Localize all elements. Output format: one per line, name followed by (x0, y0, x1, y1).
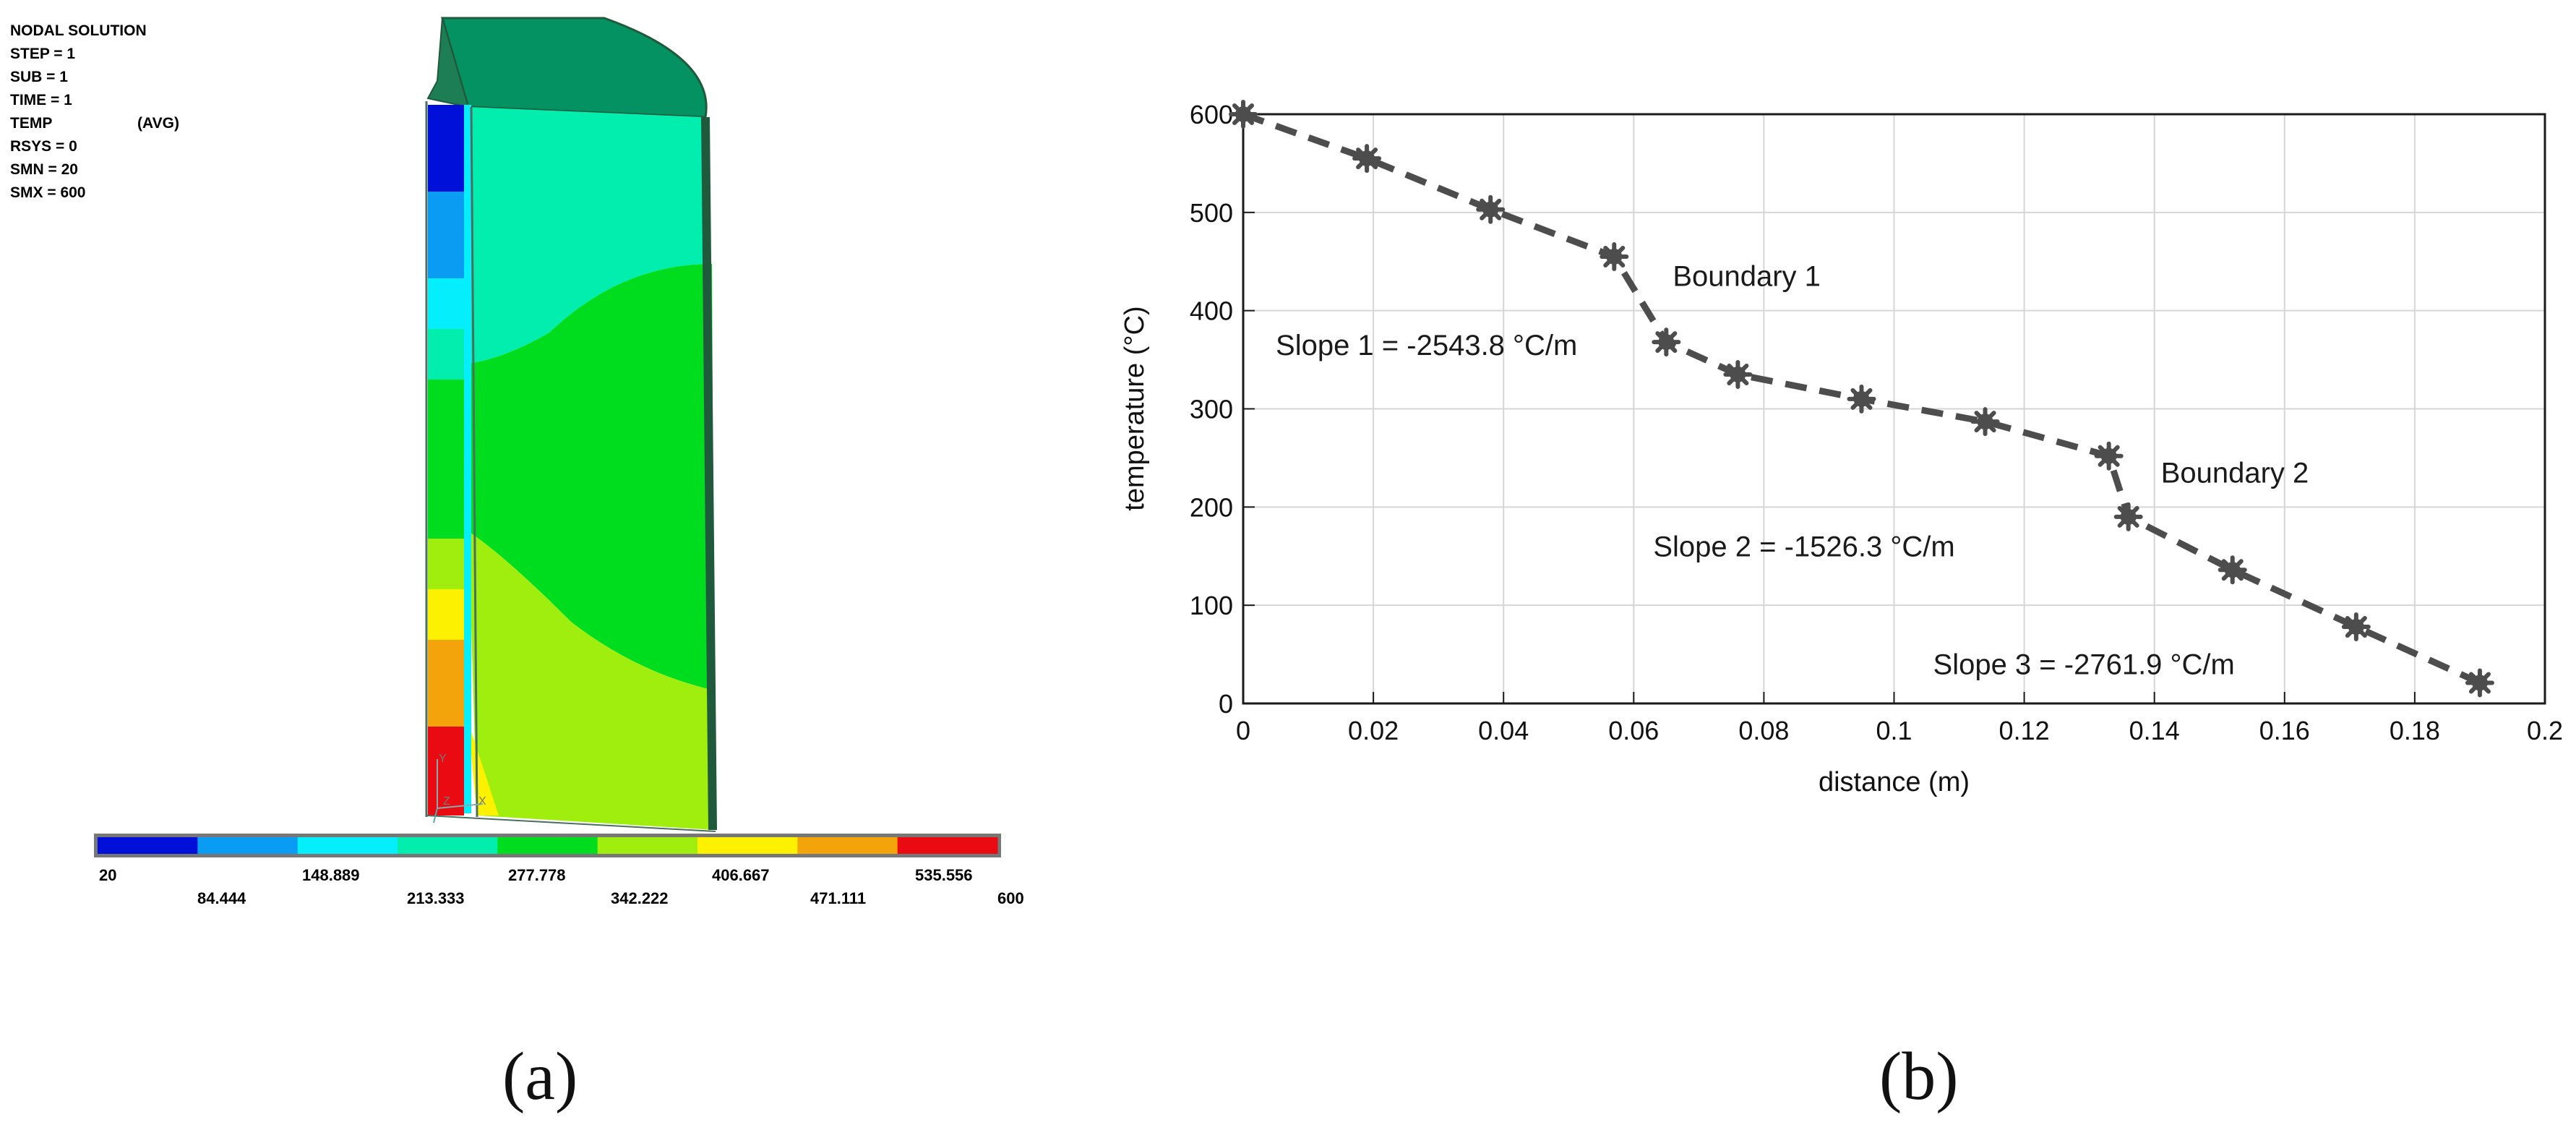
header-line: SMN = 20 (10, 161, 78, 178)
data-point (1229, 100, 1258, 129)
x-tick-label: 0.16 (2259, 716, 2310, 745)
coordinate-triad-icon: Y Z X (433, 753, 486, 823)
data-point (1600, 241, 1629, 271)
header-line: NODAL SOLUTION (10, 22, 147, 39)
data-point (2217, 555, 2247, 585)
header-line: STEP = 1 (10, 46, 75, 62)
model-face-cyan-zone (468, 107, 712, 364)
x-axis-label: distance (m) (1819, 767, 1970, 797)
header-line: SMX = 600 (10, 184, 85, 201)
chart-annotations: Boundary 1 Slope 1 = -2543.8 °C/m Boundary… (1276, 261, 2309, 681)
x-tick-label: 0.2 (2527, 716, 2563, 745)
x-tick-label: 0.06 (1608, 716, 1659, 745)
header-line: SUB = 1 (10, 69, 68, 85)
y-tick-label: 600 (1190, 100, 1233, 129)
colorbar-segment (98, 837, 198, 854)
chart-annotation: Slope 3 = -2761.9 °C/m (1933, 649, 2235, 680)
chart-annotation: Boundary 1 (1673, 261, 1821, 293)
fe-model: Y Z X (425, 17, 717, 832)
x-tick-label: 0.08 (1738, 716, 1789, 745)
chart-annotation: Boundary 2 (2161, 457, 2309, 489)
data-point (2094, 441, 2124, 471)
y-tick-label: 400 (1190, 296, 1233, 326)
colorbar-segment (797, 837, 898, 854)
header-line: RSYS = 0 (10, 138, 77, 155)
model-left-strip (425, 101, 716, 832)
data-point (2113, 502, 2143, 531)
data-point (2341, 612, 2371, 642)
x-tick-label: 0.1 (1876, 716, 1912, 745)
colorbar-segment (197, 837, 299, 854)
colorbar-label: 213.333 (407, 889, 465, 907)
data-point (1723, 359, 1753, 389)
data-point (1652, 328, 1681, 357)
x-tick-label: 0.12 (1999, 716, 2050, 745)
chart-annotation: Slope 1 = -2543.8 °C/m (1276, 330, 1577, 361)
colorbar-labels: 20 148.889 277.778 406.667 535.556 84.44… (99, 866, 1024, 907)
x-tick-label: 0.18 (2390, 716, 2440, 745)
model-face-green-zone (468, 264, 714, 690)
y-tick-label: 200 (1190, 492, 1233, 522)
colorbar-label: 84.444 (197, 889, 246, 907)
colorbar-segment (398, 837, 498, 854)
panel-b-line-chart: 0 0.02 0.04 0.06 0.08 0.1 0.12 0.14 0.16 0.18 0.2 0… (1084, 0, 2576, 1126)
model-right-edge (701, 117, 717, 830)
model-face-yellowgreen-zone (468, 531, 716, 830)
triad-label: Y (439, 753, 447, 765)
triad-label: Z (443, 795, 450, 808)
colorbar-segment (297, 837, 398, 854)
y-tick-label: 0 (1219, 689, 1233, 719)
colorbar-label: 277.778 (508, 866, 566, 884)
colorbar-label: 535.556 (915, 866, 973, 884)
colorbar (94, 834, 1001, 857)
x-tick-label: 0.14 (2129, 716, 2180, 745)
axis-ticks: 0 0.02 0.04 0.06 0.08 0.1 0.12 0.14 0.16 0.18 0.2 0… (1190, 100, 2563, 745)
model-cap-bevel (426, 17, 470, 108)
data-point (1847, 384, 1876, 414)
x-tick-label: 0.04 (1478, 716, 1529, 745)
data-point (2465, 668, 2494, 698)
series-temperature (1229, 100, 2494, 698)
header-avg: (AVG) (137, 115, 179, 132)
colorbar-label: 600 (997, 889, 1024, 907)
y-tick-label: 500 (1190, 198, 1233, 228)
colorbar-label: 471.111 (810, 889, 866, 907)
colorbar-segment (597, 837, 698, 854)
panel-label-b: (b) (1879, 1039, 1959, 1114)
header-line: TIME = 1 (10, 92, 72, 108)
colorbar-label: 406.667 (712, 866, 770, 884)
y-axis-label: temperature (°C) (1120, 306, 1150, 510)
x-tick-label: 0 (1236, 716, 1250, 745)
colorbar-label: 20 (99, 866, 116, 884)
data-point (1476, 194, 1506, 224)
data-point (1352, 144, 1382, 174)
y-tick-label: 300 (1190, 395, 1233, 424)
triad-label: X (478, 795, 486, 808)
header-line: TEMP (10, 115, 52, 132)
line-chart: 0 0.02 0.04 0.06 0.08 0.1 0.12 0.14 0.16 0.18 0.2 0… (1120, 100, 2563, 1114)
y-tick-label: 100 (1190, 591, 1233, 620)
chart-grid (1242, 114, 2546, 704)
colorbar-label: 342.222 (611, 889, 669, 907)
colorbar-label: 148.889 (302, 866, 360, 884)
panel-a-contour-plot: NODAL SOLUTION STEP = 1 SUB = 1 TIME = 1… (0, 0, 1084, 1126)
colorbar-segment (697, 837, 798, 854)
nodal-solution-header: NODAL SOLUTION STEP = 1 SUB = 1 TIME = 1… (10, 22, 179, 201)
x-tick-label: 0.02 (1348, 716, 1399, 745)
chart-annotation: Slope 2 = -1526.3 °C/m (1653, 531, 1954, 562)
panel-label-a: (a) (502, 1039, 578, 1114)
colorbar-segment (897, 837, 998, 854)
colorbar-segment (497, 837, 598, 854)
contour-figure: NODAL SOLUTION STEP = 1 SUB = 1 TIME = 1… (10, 17, 1024, 1114)
data-point (1970, 407, 2000, 437)
model-top-cap (440, 17, 708, 119)
